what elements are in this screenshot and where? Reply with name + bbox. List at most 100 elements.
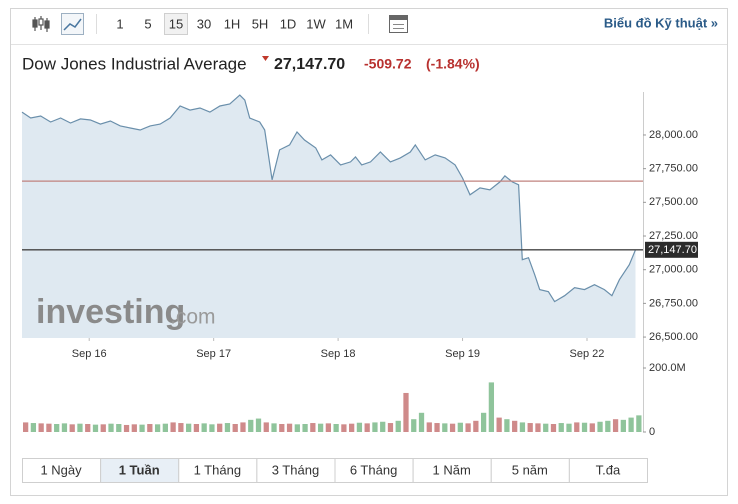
volume-bar <box>217 423 223 432</box>
interval-button[interactable]: 1D <box>280 16 297 31</box>
interval-button[interactable]: 15 <box>169 16 183 31</box>
interval-button[interactable]: 30 <box>197 16 211 31</box>
volume-bar <box>488 382 495 432</box>
volume-bar <box>69 424 75 432</box>
y-tick-label: 26,500.00 <box>649 331 698 343</box>
volume-bar <box>123 424 130 432</box>
range-label[interactable]: T.đa <box>596 462 621 477</box>
volume-bar <box>30 423 37 432</box>
volume-bar <box>504 419 510 432</box>
range-button[interactable] <box>100 458 180 483</box>
volume-bar <box>434 423 440 432</box>
calendar-icon[interactable] <box>389 15 408 33</box>
volume-bar <box>310 423 316 432</box>
volume-bar <box>92 424 99 432</box>
volume-bar <box>294 424 300 432</box>
volume-bar <box>403 392 409 432</box>
y-tick-label: 27,250.00 <box>649 230 698 242</box>
range-button[interactable] <box>256 458 336 483</box>
volume-bar <box>349 423 355 432</box>
x-tick-label: Sep 18 <box>321 348 356 360</box>
x-tick-label: Sep 19 <box>445 348 480 360</box>
range-label[interactable]: 6 Tháng <box>350 462 397 477</box>
range-label[interactable]: 1 Năm <box>433 462 471 477</box>
volume-bar <box>364 423 370 432</box>
volume-bar <box>574 422 580 432</box>
volume-bar <box>418 412 425 432</box>
interval-button[interactable]: 1M <box>335 16 353 31</box>
interval-button[interactable]: 5 <box>144 16 151 31</box>
volume-bar <box>209 424 215 432</box>
volume-bar <box>23 422 29 432</box>
y-tick-label: 28,000.00 <box>649 129 698 141</box>
volume-bar <box>279 424 285 432</box>
y-tick-label: 27,000.00 <box>649 264 698 276</box>
volume-bar <box>286 423 293 432</box>
volume-bar <box>442 423 448 432</box>
volume-bar <box>154 424 161 432</box>
last-price-label: 27,147.70 <box>648 244 697 256</box>
volume-bar <box>341 424 347 432</box>
volume-bar <box>356 422 363 432</box>
range-label[interactable]: 1 Ngày <box>40 462 82 477</box>
interval-button[interactable]: 5H <box>252 16 269 31</box>
volume-bar <box>61 423 68 432</box>
volume-bar <box>566 423 572 432</box>
interval-button[interactable]: 1H <box>224 16 241 31</box>
x-tick-label: Sep 22 <box>570 348 605 360</box>
volume-bar <box>271 423 277 432</box>
interval-button[interactable]: 1W <box>306 16 326 31</box>
volume-bar <box>527 423 533 432</box>
volume-bar <box>387 423 394 432</box>
volume-bar <box>449 423 456 432</box>
volume-bar <box>85 424 91 432</box>
down-arrow <box>262 56 269 61</box>
volume-bar <box>333 424 339 432</box>
range-label[interactable]: 1 Tuần <box>119 462 160 477</box>
range-button[interactable] <box>412 458 492 483</box>
line-icon[interactable] <box>61 13 84 35</box>
volume-bar <box>558 423 564 432</box>
volume-bar <box>465 423 471 432</box>
last-price-tag <box>645 241 698 258</box>
volume-bar <box>589 423 595 432</box>
plot <box>22 92 643 338</box>
volume-bar <box>519 422 526 432</box>
volume-bar <box>263 422 269 432</box>
watermark: .com <box>170 306 216 329</box>
candle-icon[interactable] <box>32 16 50 32</box>
volume-bar <box>480 412 487 432</box>
volume-bar <box>38 423 44 432</box>
volume-bar <box>193 424 200 432</box>
volume-bar <box>131 424 137 432</box>
price-line <box>21 94 637 303</box>
volume-bar <box>240 422 246 432</box>
volume-tick-label: 0 <box>649 426 655 438</box>
watermark: investing <box>36 293 185 331</box>
interval-button[interactable]: 1 <box>116 16 123 31</box>
volume-bar <box>380 421 386 432</box>
volume-bar <box>473 420 479 432</box>
volume-bar <box>325 423 331 432</box>
instrument-name: Dow Jones Industrial Average <box>22 54 247 73</box>
range-label[interactable]: 1 Tháng <box>194 462 241 477</box>
range-label[interactable]: 5 năm <box>512 462 548 477</box>
technical-chart-link[interactable]: Biểu đồ Kỹ thuật » <box>604 15 718 30</box>
volume-bar <box>550 424 557 432</box>
volume-bar <box>224 423 231 432</box>
volume-bar <box>162 423 168 432</box>
volume-bar <box>116 424 122 432</box>
volume-bar <box>581 422 588 432</box>
range-label[interactable]: 3 Tháng <box>272 462 319 477</box>
x-tick-label: Sep 17 <box>196 348 231 360</box>
volume-bar <box>628 417 634 432</box>
volume-bar <box>170 422 176 432</box>
range-button[interactable] <box>490 458 570 483</box>
y-tick-label: 27,500.00 <box>649 196 698 208</box>
volume-bar <box>317 423 324 432</box>
volume-bar <box>543 423 549 432</box>
range-button[interactable] <box>568 458 648 483</box>
range-button[interactable] <box>178 458 258 483</box>
volume-bar <box>620 419 626 432</box>
volume-bar <box>535 423 541 432</box>
